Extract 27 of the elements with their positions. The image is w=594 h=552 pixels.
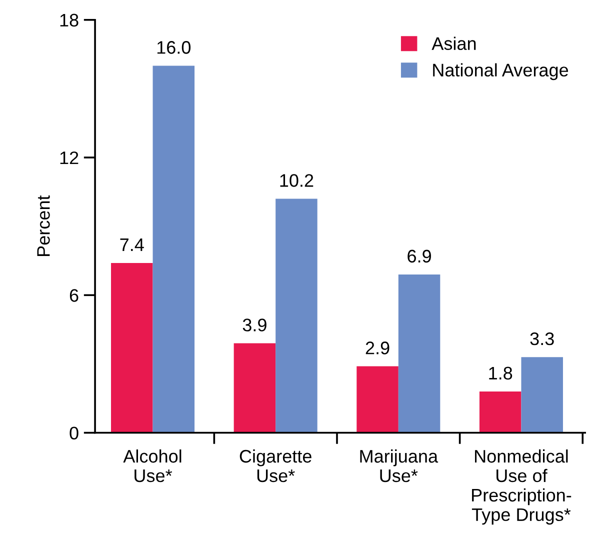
- bar: [276, 198, 318, 433]
- bar: [234, 343, 276, 433]
- data-label: 6.9: [408, 250, 431, 263]
- x-tick-label: Alcohol Use*: [123, 449, 182, 482]
- x-tick-label: Marijuana Use*: [360, 449, 438, 482]
- bar: [521, 357, 563, 433]
- y-tick-label: 6: [70, 289, 78, 302]
- data-label: 16.0: [157, 41, 191, 54]
- legend-label: National Average: [433, 63, 568, 80]
- data-label: 2.9: [366, 342, 390, 354]
- data-label: 10.2: [280, 174, 314, 187]
- bar: [111, 263, 153, 433]
- data-label: 3.9: [242, 318, 266, 332]
- bar: [152, 66, 195, 433]
- data-label: 1.8: [489, 366, 512, 380]
- y-axis-title: Percent: [37, 195, 50, 256]
- x-tick-label: Nonmedical Use of Prescription- Type Drugs*: [472, 449, 572, 525]
- data-label: 7.4: [120, 238, 144, 251]
- bar: [356, 366, 398, 433]
- y-tick-label: 12: [60, 151, 78, 164]
- y-tick-label: 18: [60, 14, 78, 27]
- bar: [398, 274, 440, 433]
- x-tick-label: Cigarette Use*: [240, 449, 312, 482]
- bar: [479, 391, 522, 433]
- data-label: 3.3: [530, 332, 554, 346]
- legend-label: Asian: [432, 36, 476, 50]
- y-tick-label: 0: [70, 426, 78, 440]
